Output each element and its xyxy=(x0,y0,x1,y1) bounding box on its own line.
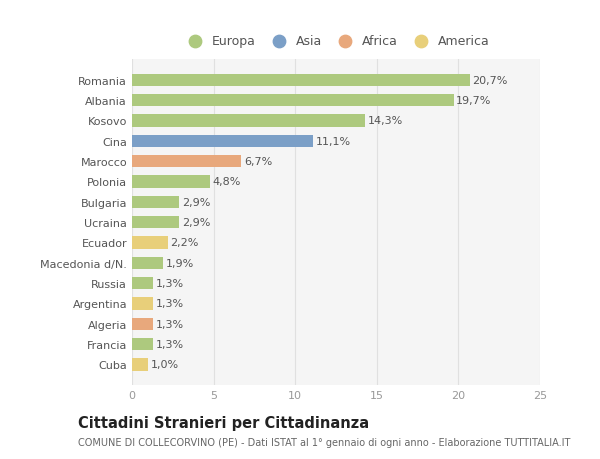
Bar xyxy=(132,156,241,168)
Text: 2,2%: 2,2% xyxy=(170,238,199,248)
Bar xyxy=(132,217,179,229)
Text: 1,3%: 1,3% xyxy=(155,339,184,349)
Bar xyxy=(132,338,153,351)
Bar xyxy=(132,135,313,147)
Bar xyxy=(132,176,211,188)
Legend: Europa, Asia, Africa, America: Europa, Asia, Africa, America xyxy=(177,30,495,53)
Bar xyxy=(132,115,365,127)
Text: 4,8%: 4,8% xyxy=(213,177,241,187)
Bar xyxy=(132,277,153,290)
Bar xyxy=(132,358,148,371)
Bar xyxy=(132,298,153,310)
Bar xyxy=(132,196,179,208)
Text: 1,9%: 1,9% xyxy=(166,258,194,268)
Bar xyxy=(132,237,168,249)
Text: 1,0%: 1,0% xyxy=(151,360,179,369)
Bar xyxy=(132,257,163,269)
Text: 1,3%: 1,3% xyxy=(155,299,184,309)
Text: 1,3%: 1,3% xyxy=(155,319,184,329)
Text: 2,9%: 2,9% xyxy=(182,197,210,207)
Text: 20,7%: 20,7% xyxy=(472,76,508,85)
Bar xyxy=(132,318,153,330)
Text: 11,1%: 11,1% xyxy=(316,136,351,146)
Text: Cittadini Stranieri per Cittadinanza: Cittadini Stranieri per Cittadinanza xyxy=(78,415,369,431)
Text: 14,3%: 14,3% xyxy=(368,116,403,126)
Text: COMUNE DI COLLECORVINO (PE) - Dati ISTAT al 1° gennaio di ogni anno - Elaborazio: COMUNE DI COLLECORVINO (PE) - Dati ISTAT… xyxy=(78,437,571,447)
Text: 19,7%: 19,7% xyxy=(456,96,491,106)
Bar xyxy=(132,74,470,87)
Text: 6,7%: 6,7% xyxy=(244,157,272,167)
Text: 2,9%: 2,9% xyxy=(182,218,210,228)
Bar xyxy=(132,95,454,107)
Text: 1,3%: 1,3% xyxy=(155,279,184,288)
